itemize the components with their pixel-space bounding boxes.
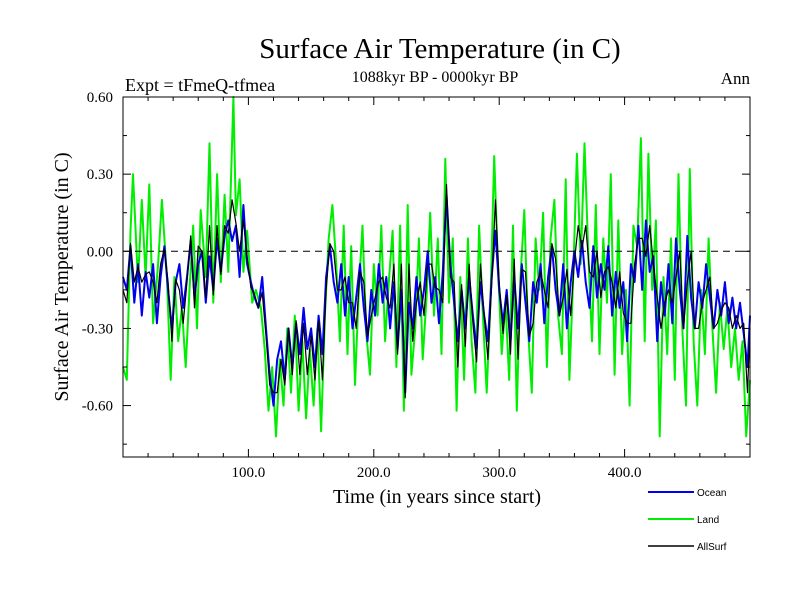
y-tick-label: 0.30: [87, 167, 113, 183]
series-line-allsurf: [122, 183, 751, 399]
legend-label-allsurf: AllSurf: [697, 542, 727, 553]
y-tick-label: -0.30: [82, 321, 113, 337]
y-tick-label: -0.60: [82, 399, 113, 415]
x-tick-label: 100.0: [232, 465, 266, 481]
series-line-land: [122, 96, 751, 438]
plot-frame: [122, 96, 751, 458]
legend: Ocean Land AllSurf: [648, 488, 727, 553]
x-tick-label: 300.0: [482, 465, 516, 481]
legend-label-ocean: Ocean: [697, 488, 726, 499]
y-tick-label: 0.00: [87, 244, 113, 260]
experiment-label: Expt = tFmeQ-tfmea: [125, 75, 275, 95]
axis-ticks: 100.0 200.0 300.0 400.0 0.60 0.30 0.00 -0.30 -0.…: [82, 90, 750, 481]
chart-title: Surface Air Temperature (in C): [259, 33, 620, 65]
x-tick-label: 200.0: [357, 465, 391, 481]
series-layer: [122, 96, 751, 438]
y-tick-label: 0.60: [87, 90, 113, 106]
series-line-ocean: [122, 193, 751, 407]
season-label: Ann: [721, 69, 751, 88]
y-axis-label: Surface Air Temperature (in C): [51, 152, 73, 401]
x-axis-label: Time (in years since start): [333, 486, 541, 508]
legend-label-land: Land: [697, 515, 719, 526]
chart-subtitle: 1088kyr BP - 0000kyr BP: [352, 69, 519, 86]
x-tick-label: 400.0: [608, 465, 642, 481]
